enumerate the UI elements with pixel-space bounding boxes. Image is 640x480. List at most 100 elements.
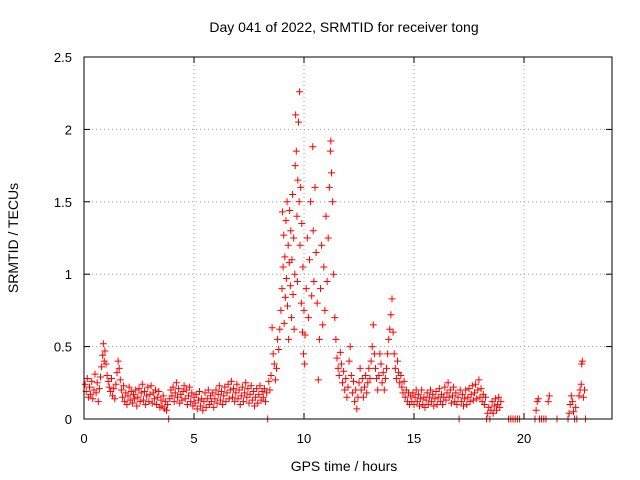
data-point xyxy=(252,393,260,401)
data-point xyxy=(95,385,103,393)
data-point xyxy=(320,263,328,271)
data-point xyxy=(544,398,552,406)
data-point xyxy=(309,227,317,235)
data-point xyxy=(123,401,131,409)
data-point xyxy=(439,401,447,409)
data-point xyxy=(386,325,394,333)
data-point xyxy=(568,398,576,406)
data-point xyxy=(474,386,482,394)
data-point xyxy=(327,137,335,145)
data-point xyxy=(259,393,267,401)
data-point xyxy=(291,270,299,278)
data-point xyxy=(465,385,473,393)
data-point xyxy=(442,396,450,404)
data-point xyxy=(111,395,119,403)
data-point xyxy=(306,256,313,264)
y-tick-label: 2.5 xyxy=(54,50,72,65)
data-point xyxy=(260,385,268,393)
data-point xyxy=(152,386,159,394)
data-point xyxy=(270,360,278,368)
data-point xyxy=(138,380,146,388)
data-point xyxy=(368,343,376,351)
data-point xyxy=(431,395,439,403)
data-point xyxy=(192,390,200,398)
data-point xyxy=(379,369,387,377)
data-point xyxy=(94,398,102,406)
data-point xyxy=(280,319,288,327)
data-point xyxy=(139,396,147,404)
data-point xyxy=(565,409,573,417)
x-tick-label: 5 xyxy=(190,431,197,446)
data-point xyxy=(462,386,470,394)
data-point xyxy=(286,206,294,214)
data-point xyxy=(103,372,111,380)
data-point xyxy=(466,398,474,406)
data-point xyxy=(245,399,253,407)
chart-title: Day 041 of 2022, SRMTID for receiver ton… xyxy=(209,19,478,35)
data-point xyxy=(124,392,132,400)
data-point xyxy=(186,383,194,391)
data-point xyxy=(347,372,355,380)
data-point xyxy=(88,377,96,385)
data-point xyxy=(489,409,497,417)
data-point xyxy=(322,212,330,220)
data-point xyxy=(199,406,207,414)
y-tick-label: 2 xyxy=(65,122,72,137)
data-point xyxy=(281,253,289,261)
data-point xyxy=(293,212,301,220)
data-point xyxy=(244,385,252,393)
data-point xyxy=(367,357,375,365)
data-point xyxy=(409,389,417,397)
data-point xyxy=(389,328,397,336)
data-point xyxy=(211,395,219,403)
data-point xyxy=(204,386,212,394)
data-point xyxy=(289,191,297,199)
data-point xyxy=(247,382,255,390)
data-point xyxy=(325,183,333,191)
data-point xyxy=(296,241,304,249)
data-point xyxy=(473,395,481,403)
data-point xyxy=(284,302,291,310)
data-point xyxy=(292,147,300,155)
data-point xyxy=(315,335,323,343)
data-point xyxy=(154,393,162,401)
data-point xyxy=(212,386,220,394)
data-point xyxy=(307,198,315,206)
data-point xyxy=(132,386,140,394)
data-point xyxy=(497,398,505,406)
x-tick-label: 10 xyxy=(297,431,311,446)
data-point xyxy=(361,383,368,391)
data-point xyxy=(302,285,310,293)
data-point xyxy=(398,383,406,391)
data-point xyxy=(143,392,151,400)
data-point xyxy=(295,198,303,206)
data-point xyxy=(323,277,331,285)
data-point xyxy=(130,390,137,398)
data-point xyxy=(301,331,309,339)
data-point xyxy=(495,393,503,401)
data-point xyxy=(169,383,177,391)
data-point xyxy=(490,402,498,410)
data-point xyxy=(358,374,366,382)
data-point xyxy=(443,389,451,397)
data-point xyxy=(472,380,480,388)
data-point xyxy=(429,390,437,398)
data-point xyxy=(288,256,296,264)
data-point xyxy=(471,389,478,397)
data-point xyxy=(297,299,305,307)
data-point xyxy=(93,379,101,387)
data-point xyxy=(180,382,188,390)
data-point xyxy=(276,325,284,333)
data-point xyxy=(249,387,257,395)
data-point xyxy=(348,389,356,397)
data-point xyxy=(321,306,329,314)
data-point xyxy=(185,392,192,400)
data-point xyxy=(137,389,145,397)
data-point xyxy=(319,321,327,329)
data-point xyxy=(150,395,158,403)
data-point xyxy=(383,364,390,372)
data-point xyxy=(201,389,209,397)
data-point xyxy=(174,393,181,401)
data-point xyxy=(331,314,339,322)
data-point xyxy=(268,324,276,332)
